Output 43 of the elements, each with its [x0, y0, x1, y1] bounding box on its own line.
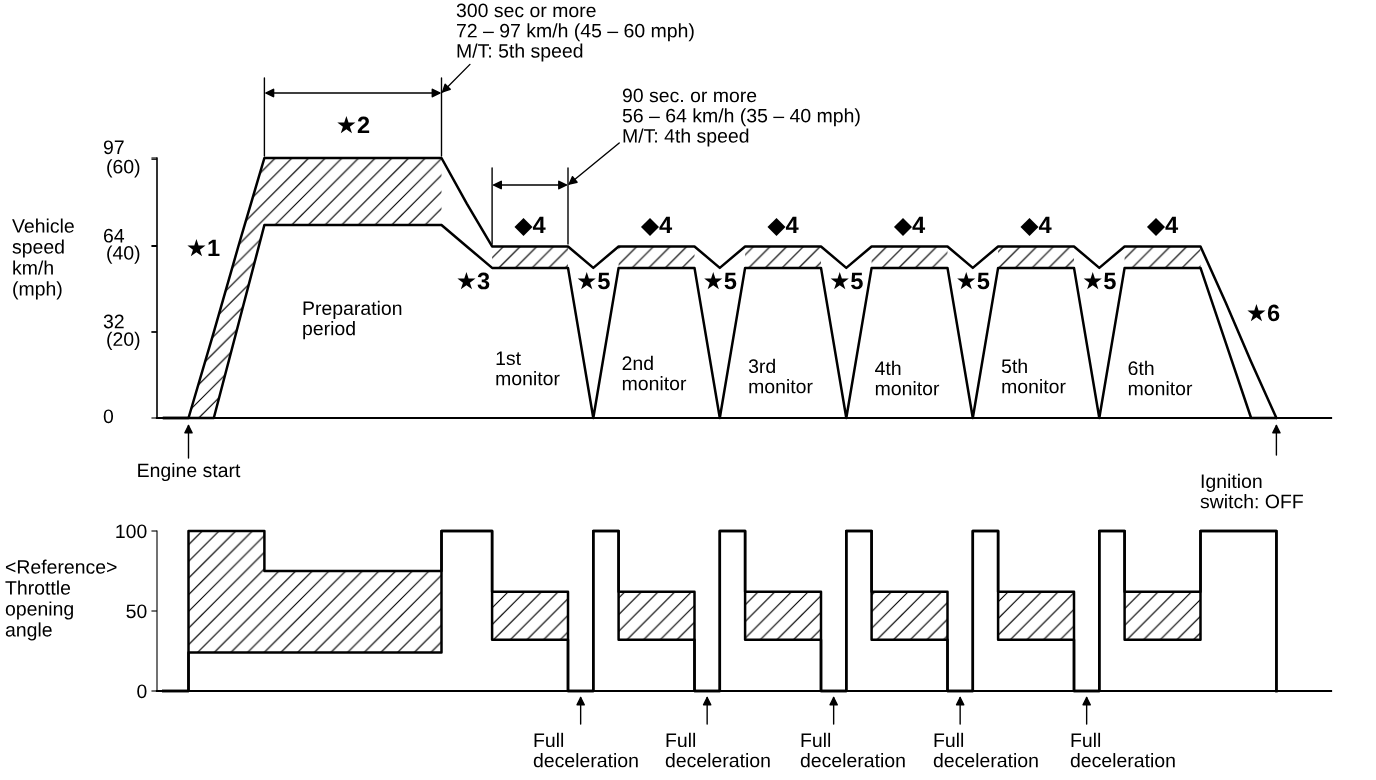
annotation: ◆4: [1020, 216, 1052, 237]
y-tick-label: 32: [103, 314, 124, 329]
y-tick-label: 97: [103, 140, 124, 155]
annotation: 3rd monitor: [748, 358, 813, 394]
annotation: ◆4: [1146, 216, 1179, 237]
y2-tick-label: (40): [107, 245, 140, 264]
y-tick-label: 0: [103, 409, 114, 424]
y-axis-title: <Reference> Throttle opening angle: [5, 559, 117, 641]
annotation: 4th monitor: [875, 360, 940, 396]
annotation: ★3: [457, 272, 490, 290]
annotation: ★5: [704, 272, 737, 290]
annotation: ◆4: [640, 216, 673, 237]
y-tick-label: 100: [116, 524, 147, 539]
text: 300 sec or more 72 – 97 km/h (45 – 60 mph) M/T: 5th speed: [456, 3, 694, 62]
annotation: ★1: [187, 239, 220, 257]
annotation: ★6: [1247, 304, 1280, 322]
text: ★2: [337, 116, 370, 134]
text: Ignition switch: OFF: [1200, 473, 1303, 509]
annotation: ★5: [577, 272, 610, 290]
text: Full deceleration: [533, 732, 638, 768]
y2-tick-label: (20): [107, 331, 140, 350]
annotation: ◆4: [514, 216, 546, 237]
annotation: 1st monitor: [496, 351, 560, 386]
annotation: ◆4: [767, 216, 799, 237]
annotation: ★5: [1083, 272, 1116, 290]
annotation: 5th monitor: [1001, 358, 1066, 394]
y-tick-label: 0: [137, 684, 147, 699]
text: 90 sec. or more 56 – 64 km/h (35 – 40 mph) M/T: 4th speed: [622, 88, 860, 147]
annotation: Preparation period: [303, 300, 402, 340]
y2-tick-label: (60): [107, 159, 140, 178]
text: Full deceleration: [665, 732, 770, 768]
y-tick-label: 50: [126, 604, 147, 619]
annotation: ◆4: [893, 216, 926, 237]
annotation: ★5: [830, 272, 863, 290]
annotation: ★5: [957, 272, 990, 290]
text: Engine start: [138, 462, 241, 482]
annotation: 6th monitor: [1128, 360, 1193, 396]
text: Full deceleration: [1070, 732, 1175, 768]
y-tick-label: 64: [103, 228, 125, 243]
annotation: 2nd monitor: [622, 355, 687, 391]
text: Full deceleration: [933, 732, 1038, 768]
y-axis-title: Vehicle speed km/h (mph): [12, 218, 74, 300]
text: Full deceleration: [800, 732, 905, 768]
